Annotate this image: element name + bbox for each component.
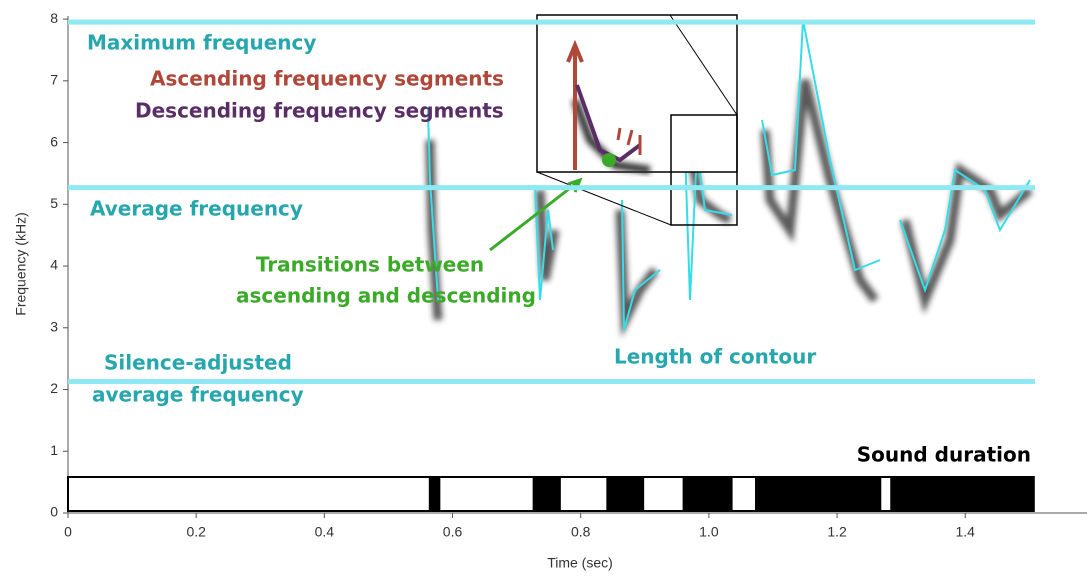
sound-segment (682, 477, 733, 511)
y-tick-label: 5 (50, 195, 58, 211)
zoom-connector (536, 171, 672, 226)
transition-point (602, 153, 616, 167)
reference-label: Maximum frequency (87, 31, 316, 55)
x-tick-label: 0 (64, 524, 72, 540)
annotation: Ascending frequency segments (150, 67, 504, 91)
contour-line (899, 168, 1031, 294)
y-tick-label: 8 (50, 10, 58, 26)
ascending-arrow (616, 127, 642, 155)
y-axis-label: Frequency (kHz) (13, 212, 29, 315)
energy (900, 162, 1033, 315)
duration-label: Sound duration (857, 443, 1031, 467)
annotation: Descending frequency segments (135, 99, 504, 123)
sound-segment (890, 477, 1034, 511)
y-tick-label: 1 (50, 442, 58, 458)
x-tick-label: 1.0 (699, 524, 719, 540)
y-tick-label: 6 (50, 133, 58, 149)
annotation: Length of contour (614, 345, 816, 369)
x-axis-label: Time (sec) (547, 555, 613, 571)
reference-label: Average frequency (90, 197, 303, 221)
sound-segment (428, 477, 441, 511)
sound-segment (532, 477, 561, 511)
annotation: Transitions between (256, 253, 484, 277)
inset (536, 14, 738, 226)
ascending-arrow (566, 39, 584, 170)
zoom-box (670, 114, 738, 226)
sound-segment (755, 477, 882, 511)
reference-label: Silence-adjusted (104, 351, 292, 375)
reference-label: average frequency (92, 383, 304, 407)
y-tick-label: 2 (50, 380, 58, 396)
x-tick-label: 0.2 (186, 524, 206, 540)
energy (615, 209, 659, 338)
contour-line (534, 184, 554, 301)
contour (427, 19, 1031, 331)
y-tick-label: 7 (50, 72, 58, 88)
zoom-connector (669, 14, 738, 116)
y-tick-label: 3 (50, 318, 58, 334)
x-tick-label: 1.2 (827, 524, 847, 540)
x-tick-label: 0.6 (443, 524, 463, 540)
x-tick-label: 0.8 (571, 524, 591, 540)
annotation: ascending and descending (236, 284, 536, 308)
contour-line (621, 199, 661, 331)
x-tick-label: 0.4 (315, 524, 335, 540)
contour-line (427, 109, 439, 301)
y-tick-label: 0 (50, 504, 58, 520)
sound-segment (606, 477, 645, 511)
y-tick-label: 4 (50, 257, 58, 273)
x-tick-label: 1.4 (955, 524, 975, 540)
energy (760, 78, 879, 303)
